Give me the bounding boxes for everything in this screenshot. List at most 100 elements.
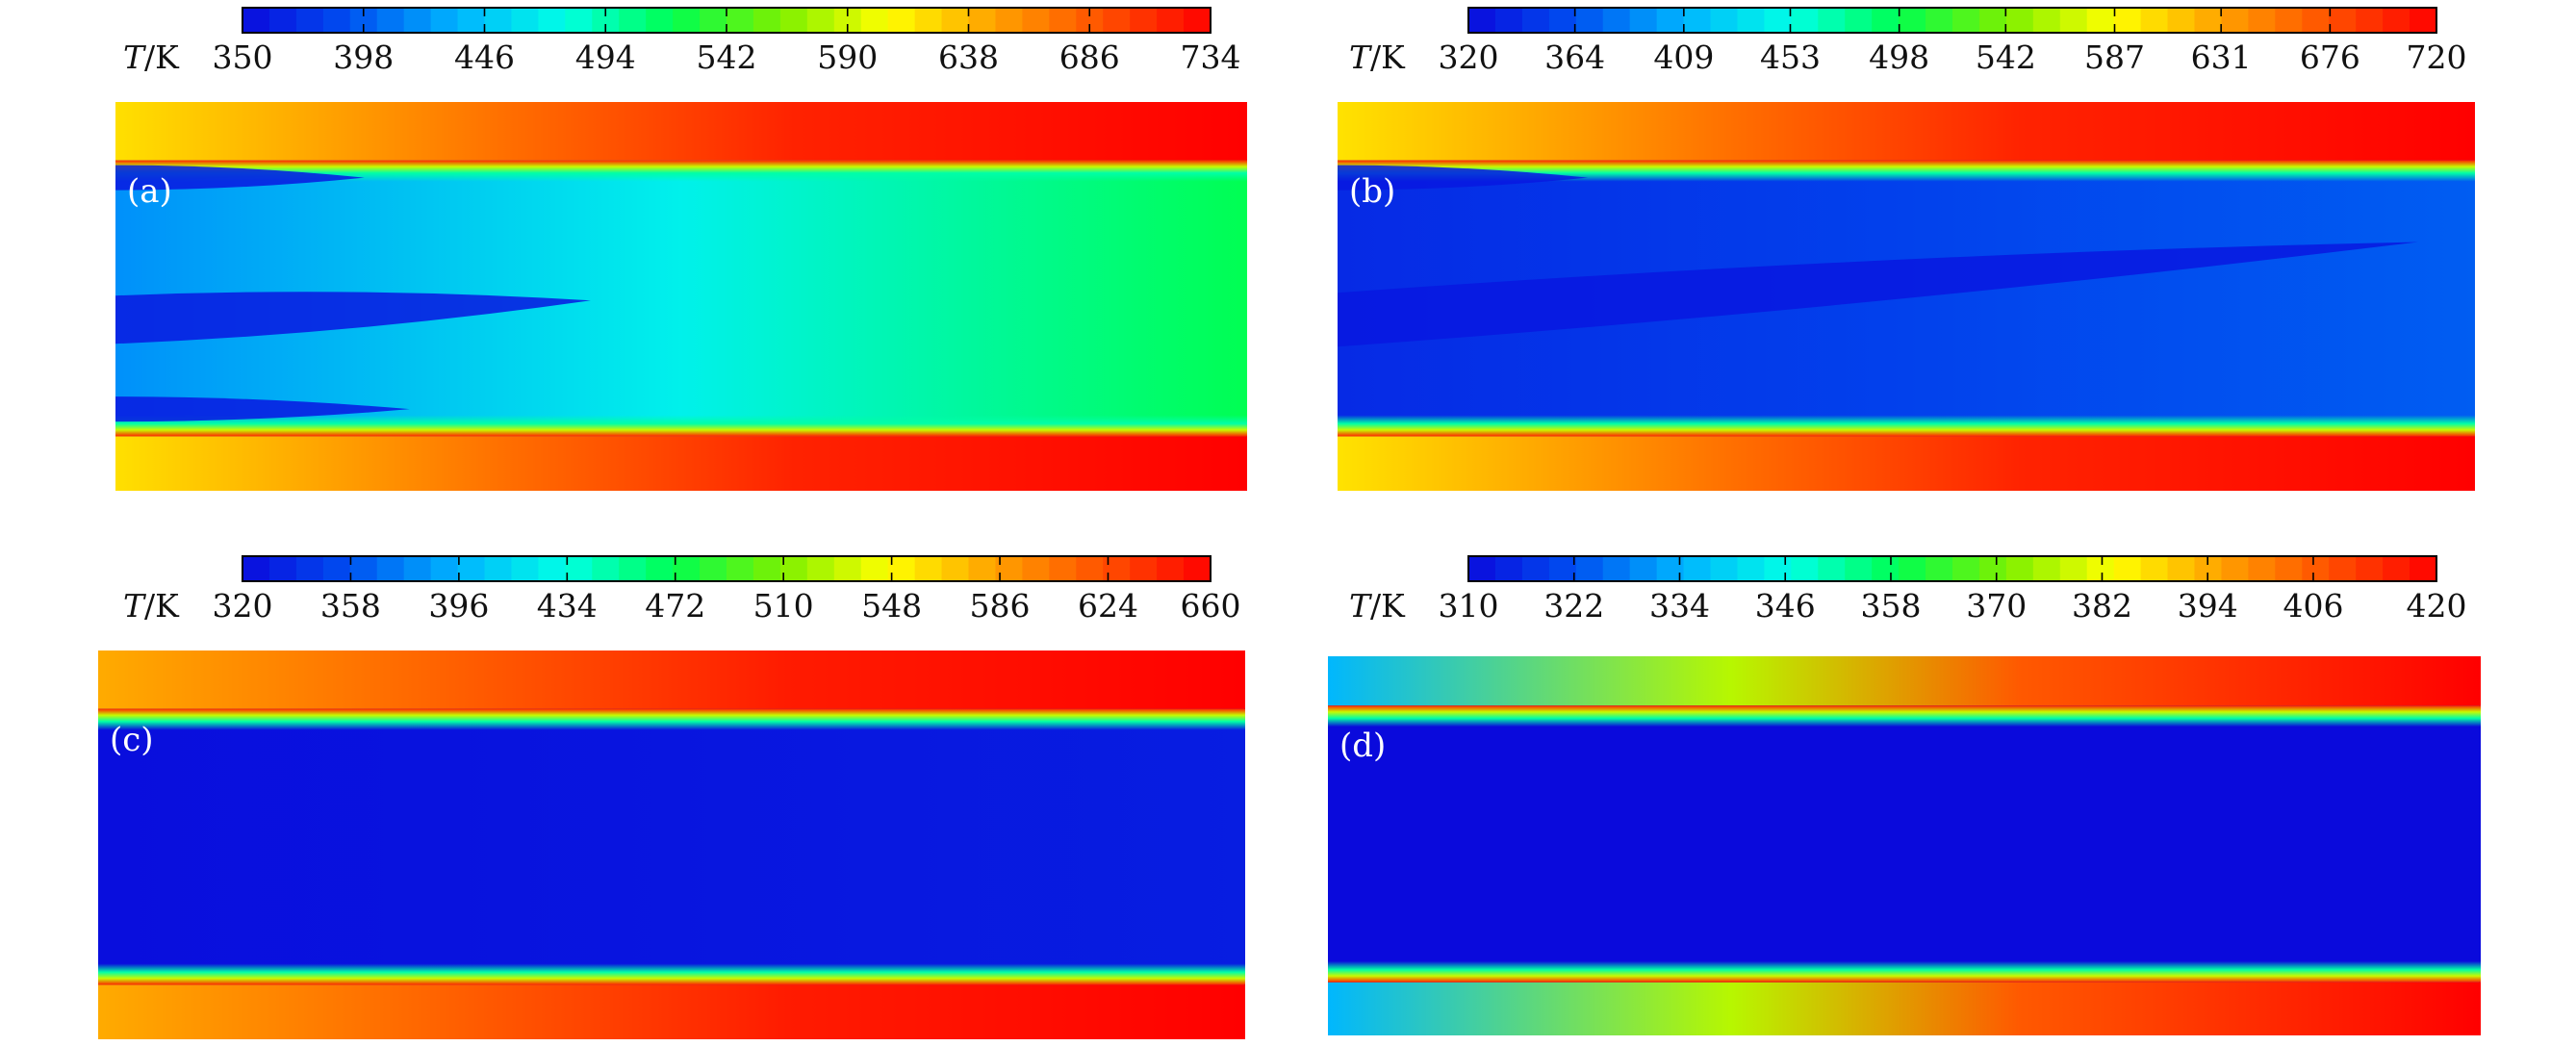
colorbar-band [2167,556,2196,581]
colorbar-band [1818,8,1846,33]
colorbar-frame [242,555,1211,582]
colorbar-band [1764,556,1792,581]
colorbar-tick-label: 548 [861,587,922,625]
colorbar-band [914,8,943,33]
colorbar-band [511,556,539,581]
colorbar-band [1926,556,1953,581]
panel-c: 320 358 396 434 472 510 548 586 624 660 T/K (c) [98,555,1245,1039]
colorbar-band [1103,8,1131,33]
lower-boundary-layer [1328,960,2481,982]
panel-b: 320 364 409 453 498 542 587 631 676 720 T/K (b) [1338,7,2475,491]
colorbar-band [484,8,513,33]
colorbar-tick-label: 358 [1860,587,1921,625]
colorbar-tick-label: 334 [1649,587,1710,625]
colorbar-band [619,556,647,581]
colorbar-tick-label: 510 [753,587,814,625]
colorbar-band [1872,556,1900,581]
colorbar-band [1737,556,1765,581]
colorbar-tick-label: 322 [1543,587,1604,625]
colorbar-band [1978,8,2007,33]
colorbar-band [806,8,835,33]
upper-wall-region [115,102,1247,161]
colorbar-variable-label: T/K [123,587,180,625]
colorbar-band [1683,8,1712,33]
panel-label: (b) [1349,172,1395,211]
colorbar-band [2275,8,2303,33]
colorbar-band [457,556,486,581]
colorbar-tick-label: 590 [817,38,878,76]
colorbar-band [1899,8,1926,33]
colorbar-band [2329,556,2357,581]
variable-symbol: T [123,38,147,76]
temperature-field [98,651,1245,1039]
colorbar-band [1791,556,1819,581]
colorbar-variable-label: T/K [1349,38,1406,76]
colorbar-band [1130,8,1158,33]
colorbar-band [1656,8,1685,33]
colorbar-band [2356,556,2384,581]
colorbar-band [2302,556,2330,581]
colorbar-tick-label: 624 [1078,587,1138,625]
colorbar-tick-label: 409 [1653,38,1714,76]
colorbar-band [1872,8,1900,33]
colorbar-band [2167,8,2196,33]
temperature-field [115,102,1247,491]
colorbar-band [2086,556,2115,581]
colorbar-band [2410,8,2437,33]
colorbar-band [1103,556,1131,581]
colorbar-band [2383,556,2410,581]
cold-jet-upper-wall [115,165,365,191]
colorbar-band [1602,8,1631,33]
colorbar-tick-label: 587 [2084,38,2145,76]
colorbar-band [1494,556,1523,581]
colorbar-tick-label: 660 [1181,587,1241,625]
colorbar-band [295,8,324,33]
colorbar-band [268,556,297,581]
colorbar-tick-label: 720 [2407,38,2467,76]
colorbar-band [779,8,808,33]
upper-wall-region [1328,656,2481,706]
colorbar-tick-label: 350 [213,38,273,76]
colorbar-band [941,556,970,581]
colorbar-band [995,8,1023,33]
colorbar-band [349,556,378,581]
colorbar-band [2113,556,2142,581]
colorbar-tick-label: 638 [938,38,999,76]
cold-jet-lower-center [115,396,410,422]
panel-a: 350 398 446 494 542 590 638 686 734 T/K (a) [115,7,1247,491]
colorbar-frame [1467,7,2437,34]
colorbar-band [2032,8,2061,33]
colorbar-tick-label: 676 [2300,38,2360,76]
colorbar-band [376,8,405,33]
colorbar-band [2383,8,2410,33]
colorbar-band [727,8,754,33]
colorbar-band [403,556,432,581]
colorbar-band [941,8,970,33]
colorbar-tick-label: 398 [333,38,394,76]
variable-symbol: T [1349,38,1373,76]
colorbar-tick-label: 586 [970,587,1031,625]
variable-symbol: T [1349,587,1373,625]
colorbar-band [1899,556,1926,581]
colorbar-band [1521,8,1550,33]
colorbar-band [1629,8,1658,33]
colorbar-band [1468,556,1496,581]
colorbar-band [1184,556,1211,581]
colorbar-band [2329,8,2357,33]
colorbar-variable-label: T/K [123,38,180,76]
colorbar-band [673,8,701,33]
colorbar-band [1952,556,1980,581]
colorbar-frame [1467,555,2437,582]
colorbar-tick-label: 320 [213,587,273,625]
colorbar-band [2032,556,2061,581]
colorbar-band [1575,8,1604,33]
colorbar-band [1548,556,1577,581]
colorbar-band [538,556,566,581]
colorbar-band [2140,556,2169,581]
colorbar-band [860,8,889,33]
colorbar-band [1791,8,1819,33]
colorbar-band [2302,8,2330,33]
colorbar-band [2059,556,2088,581]
unit-symbol: /K [1370,587,1406,625]
